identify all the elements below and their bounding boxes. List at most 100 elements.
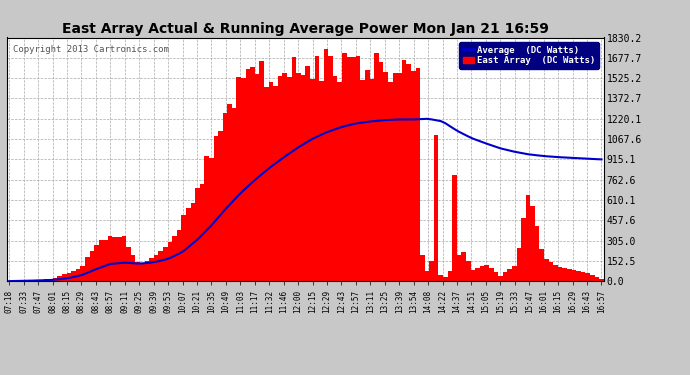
Bar bbox=[346, 57, 351, 281]
Bar bbox=[39, 280, 43, 281]
Bar bbox=[99, 240, 103, 281]
Bar bbox=[278, 76, 282, 281]
Bar bbox=[250, 67, 255, 281]
Bar bbox=[209, 158, 213, 281]
Bar bbox=[384, 72, 388, 281]
Bar bbox=[112, 237, 117, 281]
Bar bbox=[540, 249, 544, 281]
Bar bbox=[448, 271, 452, 281]
Bar bbox=[438, 274, 443, 281]
Bar bbox=[535, 226, 540, 281]
Bar bbox=[255, 74, 259, 281]
Bar bbox=[30, 280, 34, 281]
Bar bbox=[544, 259, 549, 281]
Bar bbox=[434, 135, 438, 281]
Bar bbox=[379, 62, 384, 281]
Bar bbox=[581, 272, 585, 281]
Bar bbox=[62, 274, 67, 281]
Bar bbox=[567, 269, 571, 281]
Bar bbox=[145, 261, 149, 281]
Bar bbox=[517, 248, 521, 281]
Bar bbox=[282, 73, 287, 281]
Bar bbox=[190, 203, 195, 281]
Bar bbox=[131, 255, 135, 281]
Bar bbox=[186, 208, 190, 281]
Bar bbox=[388, 82, 393, 281]
Bar bbox=[67, 273, 71, 281]
Bar bbox=[246, 69, 250, 281]
Bar bbox=[576, 271, 581, 281]
Bar bbox=[406, 64, 411, 281]
Bar bbox=[135, 262, 140, 281]
Bar bbox=[85, 257, 90, 281]
Bar bbox=[365, 70, 370, 281]
Bar bbox=[531, 206, 535, 281]
Bar bbox=[26, 280, 30, 281]
Bar bbox=[273, 86, 278, 281]
Bar bbox=[425, 271, 429, 281]
Bar bbox=[264, 87, 268, 281]
Bar bbox=[471, 270, 475, 281]
Bar bbox=[287, 77, 292, 281]
Bar bbox=[585, 273, 590, 281]
Bar bbox=[21, 280, 26, 281]
Bar bbox=[549, 262, 553, 281]
Bar bbox=[475, 268, 480, 281]
Text: Copyright 2013 Cartronics.com: Copyright 2013 Cartronics.com bbox=[13, 45, 169, 54]
Bar bbox=[484, 265, 489, 281]
Bar bbox=[498, 276, 503, 281]
Bar bbox=[324, 49, 328, 281]
Bar bbox=[181, 215, 186, 281]
Bar bbox=[48, 279, 53, 281]
Bar bbox=[402, 60, 406, 281]
Bar bbox=[259, 61, 264, 281]
Bar bbox=[558, 267, 562, 281]
Bar bbox=[232, 108, 237, 281]
Bar bbox=[397, 73, 402, 281]
Bar bbox=[420, 255, 425, 281]
Bar bbox=[90, 252, 94, 281]
Bar bbox=[315, 56, 319, 281]
Bar bbox=[553, 265, 558, 281]
Bar bbox=[507, 269, 512, 281]
Bar bbox=[393, 73, 397, 281]
Bar bbox=[526, 195, 531, 281]
Bar bbox=[71, 271, 76, 281]
Bar bbox=[452, 175, 457, 281]
Bar bbox=[94, 245, 99, 281]
Bar bbox=[595, 277, 599, 281]
Bar bbox=[76, 269, 80, 281]
Bar bbox=[168, 242, 172, 281]
Bar bbox=[34, 280, 39, 281]
Bar bbox=[457, 255, 462, 281]
Bar bbox=[521, 218, 526, 281]
Bar bbox=[480, 266, 484, 281]
Bar bbox=[306, 66, 310, 281]
Bar bbox=[227, 104, 232, 281]
Bar bbox=[296, 73, 301, 281]
Bar bbox=[443, 277, 448, 281]
Bar bbox=[319, 81, 324, 281]
Bar bbox=[241, 78, 246, 281]
Bar bbox=[154, 255, 159, 281]
Bar bbox=[163, 247, 168, 281]
Bar bbox=[351, 57, 356, 281]
Bar bbox=[310, 80, 315, 281]
Bar bbox=[177, 230, 181, 281]
Bar bbox=[43, 279, 48, 281]
Bar bbox=[80, 266, 85, 281]
Bar bbox=[53, 278, 57, 281]
Bar bbox=[195, 188, 199, 281]
Bar bbox=[356, 56, 360, 281]
Bar bbox=[199, 184, 204, 281]
Bar bbox=[328, 56, 333, 281]
Bar bbox=[57, 276, 62, 281]
Bar bbox=[571, 270, 576, 281]
Bar bbox=[590, 275, 595, 281]
Bar bbox=[462, 252, 466, 281]
Bar bbox=[117, 237, 121, 281]
Bar bbox=[360, 80, 365, 281]
Bar bbox=[172, 236, 177, 281]
Bar bbox=[493, 272, 498, 281]
Bar bbox=[292, 57, 296, 281]
